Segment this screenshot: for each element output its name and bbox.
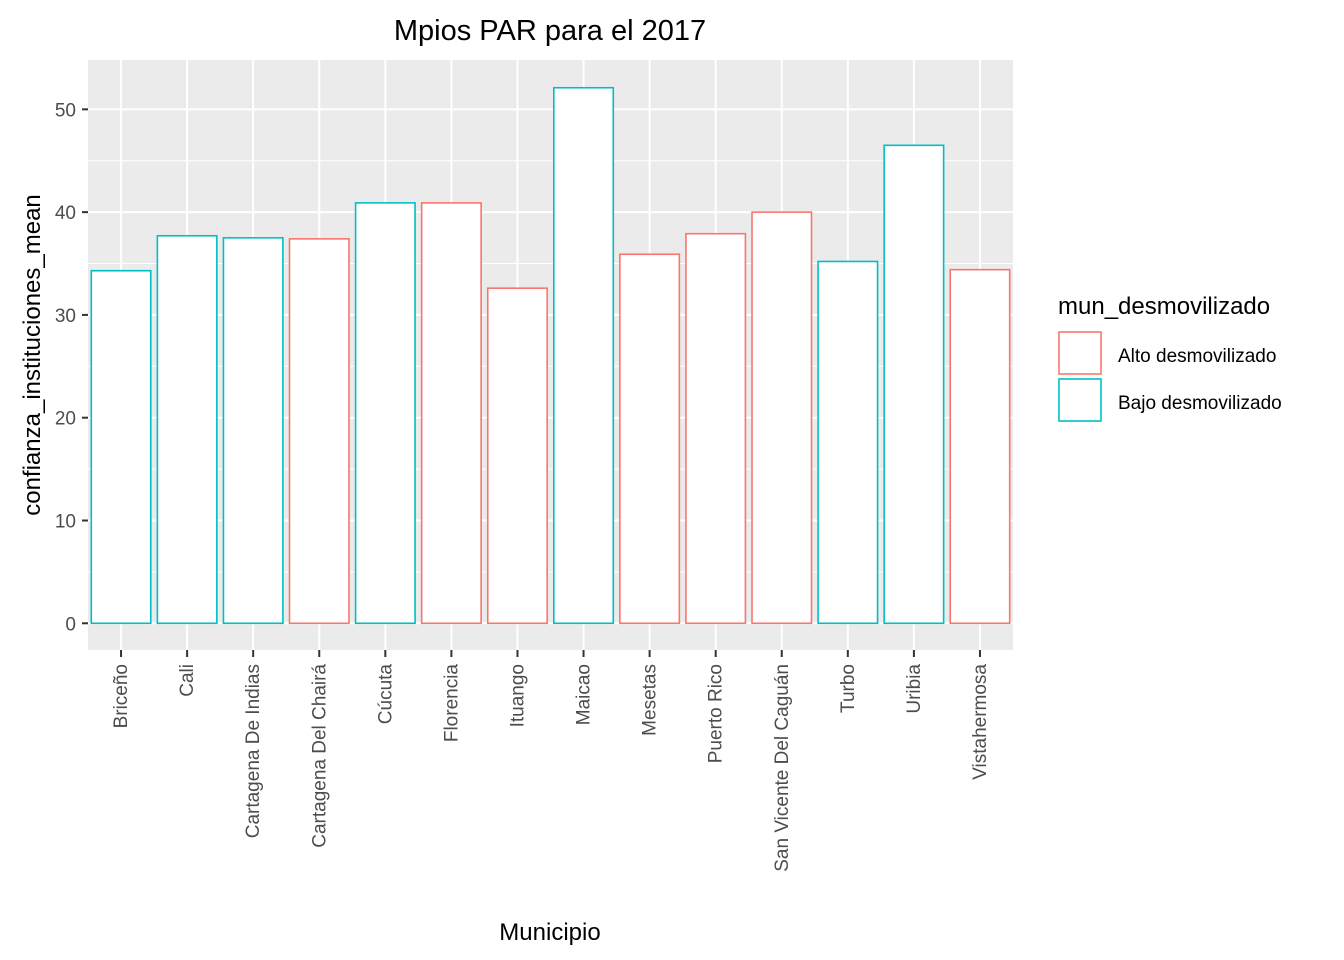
x-tick-label: Cartagena De Indias [243,664,264,838]
bars [90,86,1011,625]
x-tick-label: Puerto Rico [706,664,727,763]
legend: mun_desmovilizado Alto desmovilizado Baj… [1058,293,1282,422]
y-tick-label: 0 [65,614,76,635]
x-axis: Briceño Cali Cartagena De Indias Cartagena … [111,650,991,872]
x-tick-label: Turbo [838,664,859,713]
bar [751,211,813,625]
x-tick-label: Briceño [111,664,132,728]
x-axis-title: Municipio [499,919,600,946]
y-tick-label: 30 [55,306,76,327]
legend-key-alto [1058,331,1102,375]
bar [883,144,945,625]
bar [90,269,152,625]
y-axis: 0 10 20 30 40 50 [55,100,88,635]
x-tick-label: Ituango [507,664,528,727]
x-tick-label: Vistahermosa [970,664,991,780]
bar [156,234,218,625]
y-tick-label: 40 [55,203,76,224]
x-tick-label: Cali [177,664,198,697]
y-tick-label: 20 [55,409,76,430]
x-tick-label: Florencia [441,664,462,743]
bar [949,268,1011,625]
x-tick-label: Cartagena Del Chairá [309,664,330,848]
bar [553,86,615,625]
bar [685,232,747,625]
x-tick-label: Uribia [904,664,925,714]
bar [420,202,482,625]
y-tick-label: 10 [55,511,76,532]
bar [619,253,681,625]
x-tick-label: Mesetas [640,664,661,736]
x-tick-label: Maicao [574,664,595,725]
legend-label-bajo: Bajo desmovilizado [1118,393,1282,414]
legend-label-alto: Alto desmovilizado [1118,346,1276,367]
legend-title: mun_desmovilizado [1058,293,1270,320]
bar [817,260,879,625]
bar [486,287,548,625]
x-tick-label: San Vicente Del Caguán [772,664,793,872]
bar [222,237,284,625]
bar [354,202,416,625]
y-axis-title: confianza_instituciones_mean [19,194,46,516]
y-tick-label: 50 [55,100,76,121]
bar [288,238,350,625]
chart-title: Mpios PAR para el 2017 [394,15,706,47]
x-tick-label: Cúcuta [375,664,396,725]
legend-key-bajo [1058,378,1102,422]
